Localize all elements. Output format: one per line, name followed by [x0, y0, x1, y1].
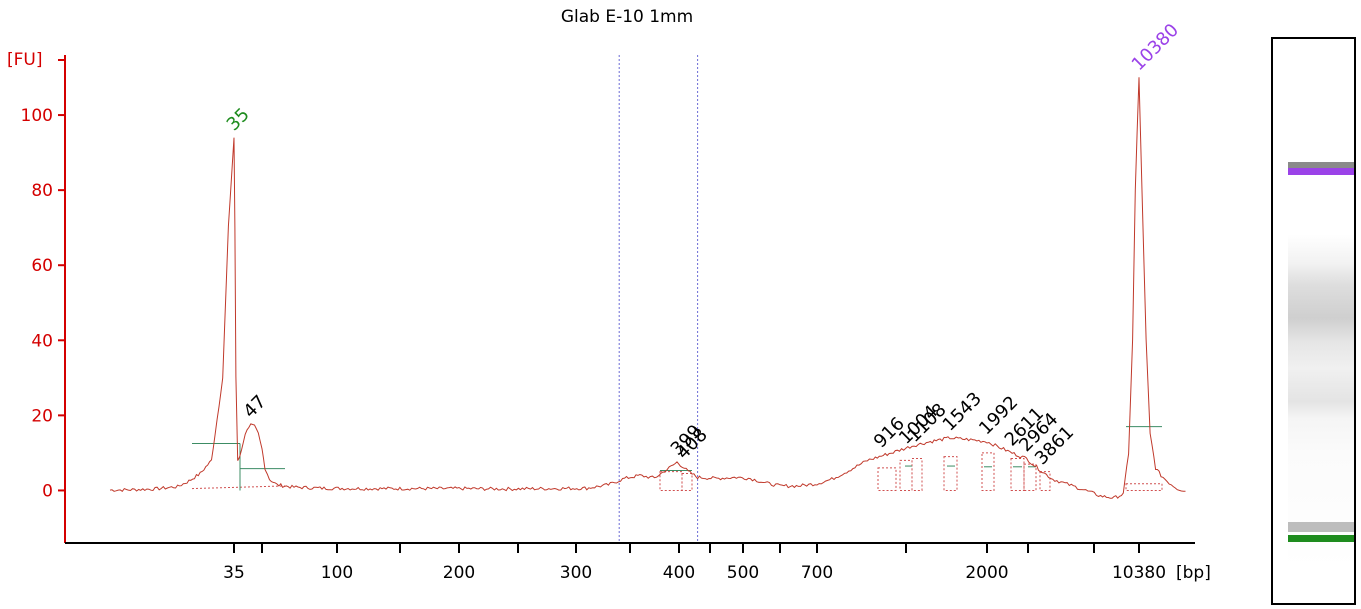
gel-lane-band [1288, 522, 1354, 532]
peak-box [681, 473, 693, 491]
x-tick-label: 35 [223, 563, 245, 583]
peak-box [659, 471, 683, 491]
peak-box [1125, 483, 1163, 491]
x-tick-label: 200 [443, 563, 475, 583]
peak-box [1010, 458, 1025, 491]
peak-box [911, 458, 923, 491]
peak-box [1039, 471, 1051, 491]
x-tick-label: 2000 [965, 563, 1008, 583]
peak-box [877, 467, 897, 491]
peak-box [899, 459, 913, 491]
x-tick-label: 400 [663, 563, 695, 583]
gel-lower-marker-band [1288, 535, 1354, 542]
chart-axes: 0 20 40 60 80 100 35 100 200 300 400 500 700 2000 1038… [21, 55, 1195, 583]
y-tick-label: 0 [42, 481, 53, 501]
marker-peak-label: 35 [223, 104, 254, 135]
y-tick-label: 60 [31, 256, 53, 276]
y-tick-label: 80 [31, 181, 53, 201]
peak-box [1023, 463, 1037, 491]
x-tick-label: 500 [727, 563, 759, 583]
x-axis-unit: [bp] [1176, 563, 1211, 583]
gel-lane-image [1271, 37, 1356, 605]
peak-integration-boxes [191, 426, 1163, 491]
peak-box [981, 452, 995, 491]
region-markers [618, 55, 699, 543]
y-axis-label: [FU] [7, 50, 43, 70]
x-tick-label: 100 [321, 563, 353, 583]
y-tick-label: 100 [21, 106, 53, 126]
chart-title: Glab E-10 1mm [561, 7, 693, 27]
marker-peak-label: 10380 [1128, 20, 1183, 75]
y-tick-label: 40 [31, 331, 53, 351]
electropherogram-trace [109, 77, 1186, 499]
gel-lane-smear [1288, 150, 1354, 570]
trace-line [109, 77, 1186, 499]
gel-lane-band [1288, 162, 1354, 168]
x-tick-label: 300 [560, 563, 592, 583]
sample-peak-label: 47 [239, 391, 270, 422]
x-tick-label: 700 [801, 563, 833, 583]
y-tick-label: 20 [31, 406, 53, 426]
peak-baseline [191, 485, 286, 490]
gel-upper-marker-band [1288, 168, 1354, 175]
peak-box [943, 456, 958, 491]
x-tick-label: 10380 [1112, 563, 1166, 583]
